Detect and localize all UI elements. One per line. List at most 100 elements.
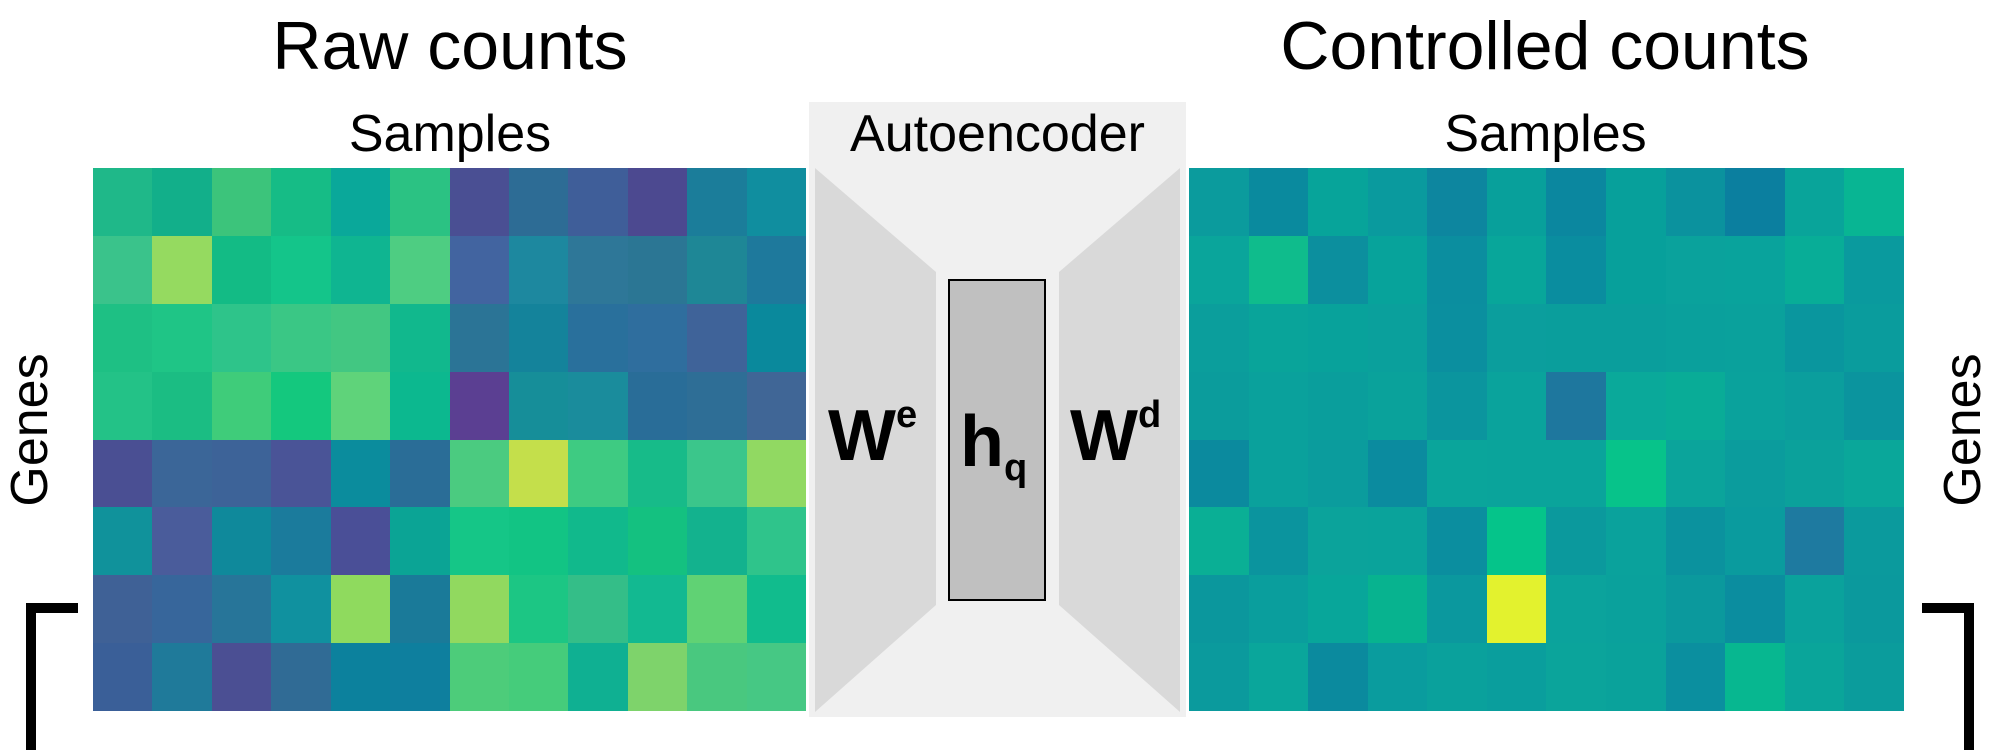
controlled-counts-cell [1367, 303, 1428, 372]
raw-counts-cell [508, 439, 569, 508]
raw-counts-cell [687, 575, 747, 644]
controlled-counts-cell [1248, 507, 1309, 576]
raw-counts-cell [687, 371, 747, 440]
controlled-counts-cell [1308, 507, 1368, 576]
raw-counts-cell [508, 303, 569, 372]
controlled-counts-cell [1725, 439, 1785, 508]
raw-counts-heatmap [93, 168, 806, 711]
controlled-counts-cell [1606, 371, 1666, 440]
controlled-counts-cell [1725, 371, 1785, 440]
autoencoder-diagram [815, 168, 1180, 712]
raw-counts-cell [330, 643, 391, 711]
controlled-counts-cell [1665, 507, 1726, 576]
raw-counts-cell [330, 168, 391, 236]
controlled-counts-cell [1189, 439, 1249, 508]
raw-counts-cell [508, 371, 569, 440]
latent-code-box [948, 279, 1046, 601]
raw-counts-cell [330, 235, 391, 304]
raw-counts-cell [390, 575, 450, 644]
controlled-counts-cell [1248, 303, 1309, 372]
raw-counts-cell [152, 643, 212, 711]
controlled-counts-cell [1844, 575, 1904, 644]
controlled-counts-cell [1546, 439, 1607, 508]
raw-counts-cell [746, 439, 806, 508]
controlled-counts-cell [1189, 371, 1249, 440]
controlled-counts-title: Controlled counts [1280, 8, 1810, 84]
controlled-counts-cell [1308, 168, 1368, 236]
left-samples-label: Samples [348, 105, 552, 163]
raw-counts-cell [211, 168, 272, 236]
raw-counts-cell [390, 168, 450, 236]
controlled-counts-cell [1189, 303, 1249, 372]
raw-counts-cell [568, 575, 628, 644]
controlled-counts-heatmap [1189, 168, 1904, 711]
encoder-weights-label: We [828, 396, 917, 472]
autoencoder-label: Autoencoder [850, 105, 1145, 163]
controlled-counts-cell [1725, 575, 1785, 644]
controlled-counts-cell [1606, 303, 1666, 372]
raw-counts-cell [152, 575, 212, 644]
encoder-trapezoid [815, 168, 936, 712]
raw-counts-cell [390, 371, 450, 440]
raw-counts-cell [152, 439, 212, 508]
raw-counts-cell [330, 575, 391, 644]
controlled-counts-cell [1844, 643, 1904, 711]
raw-counts-cell [211, 575, 272, 644]
controlled-counts-cell [1844, 303, 1904, 372]
controlled-counts-cell [1725, 643, 1785, 711]
decoder-weights-label: Wd [1070, 396, 1161, 472]
controlled-counts-cell [1427, 507, 1487, 576]
raw-counts-cell [627, 303, 688, 372]
controlled-counts-cell [1606, 439, 1666, 508]
controlled-counts-cell [1189, 507, 1249, 576]
controlled-counts-cell [1248, 575, 1309, 644]
controlled-counts-cell [1486, 507, 1547, 576]
raw-counts-cell [746, 575, 806, 644]
raw-counts-cell [627, 507, 688, 576]
raw-counts-cell [508, 643, 569, 711]
controlled-counts-cell [1784, 507, 1845, 576]
controlled-counts-cell [1427, 439, 1487, 508]
raw-counts-cell [93, 575, 153, 644]
raw-counts-cell [390, 303, 450, 372]
controlled-counts-cell [1308, 371, 1368, 440]
controlled-counts-cell [1725, 303, 1785, 372]
raw-counts-cell [152, 303, 212, 372]
controlled-counts-cell [1725, 507, 1785, 576]
raw-counts-cell [390, 439, 450, 508]
controlled-counts-cell [1725, 235, 1785, 304]
raw-counts-cell [568, 643, 628, 711]
raw-counts-cell [390, 235, 450, 304]
raw-counts-cell [271, 507, 331, 576]
encoder-weights-superscript: e [895, 394, 918, 436]
raw-counts-cell [330, 507, 391, 576]
raw-counts-cell [687, 235, 747, 304]
raw-counts-cell [568, 235, 628, 304]
controlled-counts-cell [1546, 303, 1607, 372]
controlled-counts-cell [1427, 575, 1487, 644]
controlled-counts-cell [1486, 235, 1547, 304]
decoder-weights-superscript: d [1137, 394, 1162, 436]
controlled-counts-cell [1784, 168, 1845, 236]
controlled-counts-cell [1606, 507, 1666, 576]
raw-counts-cell [93, 507, 153, 576]
controlled-counts-cell [1308, 303, 1368, 372]
controlled-counts-cell [1427, 303, 1487, 372]
controlled-counts-cell [1248, 439, 1309, 508]
controlled-counts-cell [1665, 575, 1726, 644]
controlled-counts-cell [1606, 168, 1666, 236]
raw-counts-cell [449, 303, 509, 372]
raw-counts-title: Raw counts [272, 8, 628, 84]
latent-code-label: hq [960, 406, 1027, 487]
raw-counts-cell [449, 439, 509, 508]
raw-counts-cell [390, 507, 450, 576]
raw-counts-cell [627, 235, 688, 304]
controlled-counts-cell [1606, 235, 1666, 304]
raw-counts-cell [93, 371, 153, 440]
controlled-counts-cell [1546, 643, 1607, 711]
raw-counts-cell [152, 507, 212, 576]
controlled-counts-cell [1844, 371, 1904, 440]
controlled-counts-cell [1308, 439, 1368, 508]
controlled-counts-cell [1248, 643, 1309, 711]
controlled-counts-cell [1189, 168, 1249, 236]
